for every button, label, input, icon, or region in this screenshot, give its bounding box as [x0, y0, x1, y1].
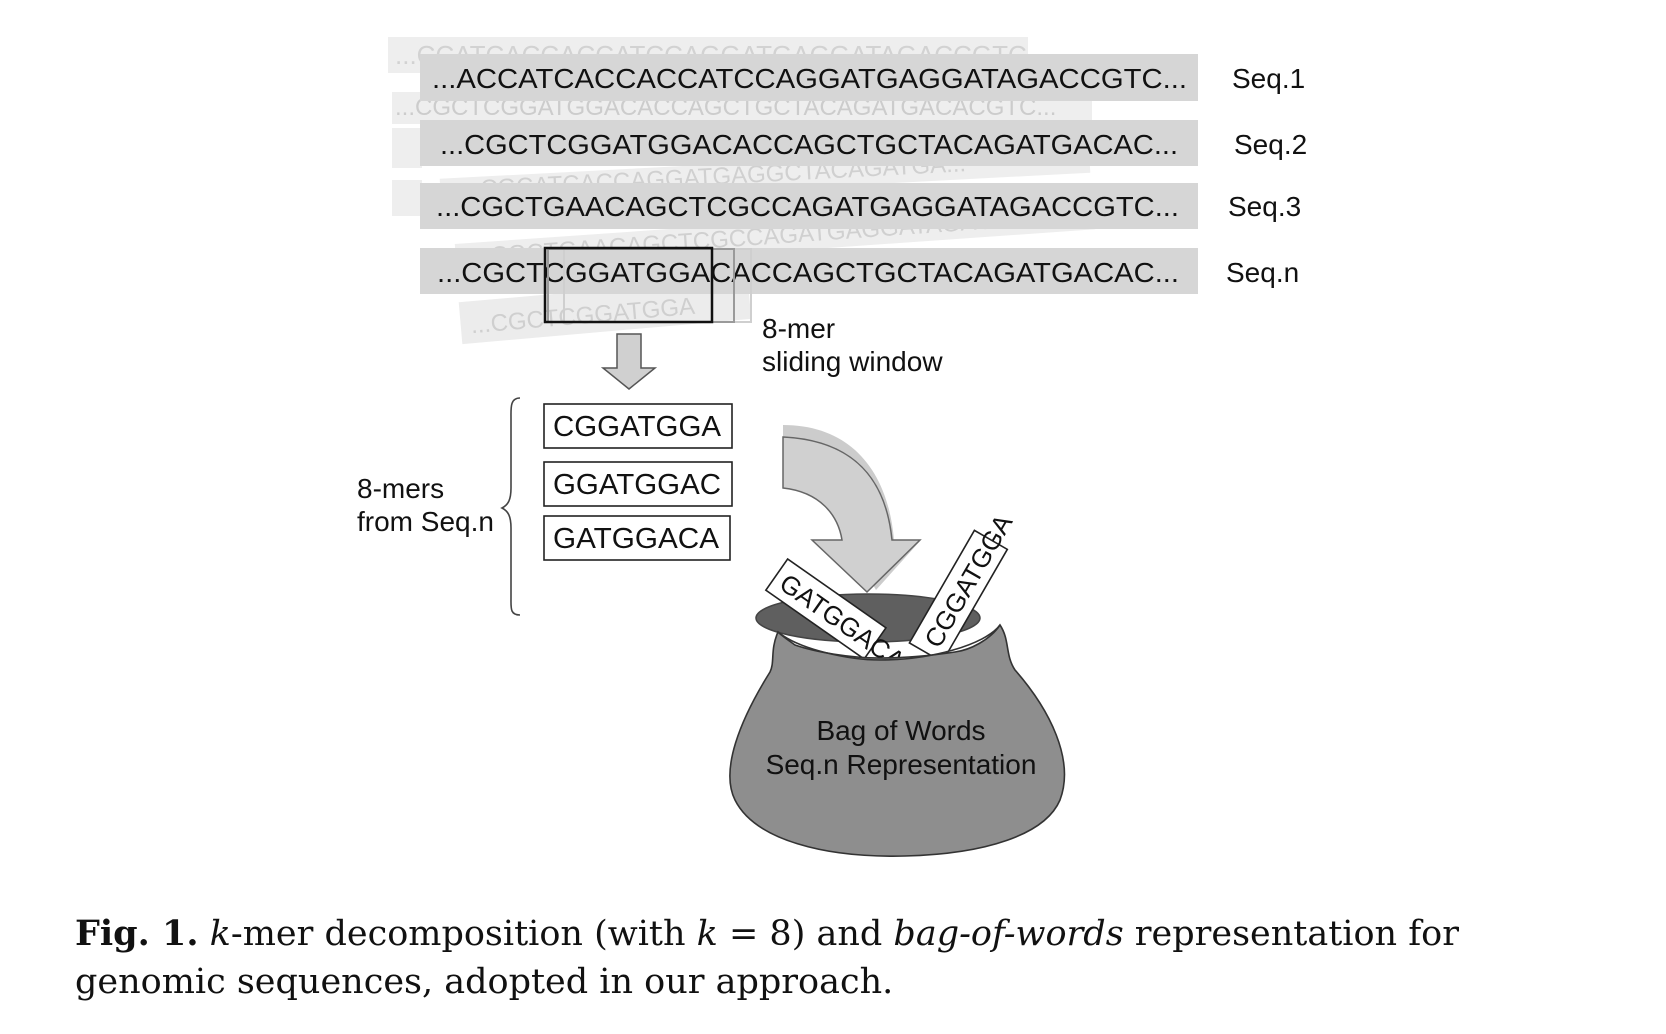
sequence-row-2: ...CGCTCGGATGGACACCAGCTGCTACAGATGACAC...… — [420, 120, 1307, 166]
caption-label: Fig. 1. — [75, 913, 199, 954]
sequence-label: Seq.3 — [1228, 191, 1301, 222]
curved-arrow-shape — [782, 436, 922, 594]
kmer-box: CGGATGGA — [543, 403, 733, 449]
kmer-text: GGATGGAC — [553, 469, 721, 501]
bag-label-line1: Bag of Words — [816, 715, 985, 746]
sequence-rows: ...ACCATCACCACCATCCAGGATGAGGATAGACCGTC..… — [420, 54, 1307, 294]
sequence-bar — [420, 183, 1198, 229]
caption-part2: representation for genomic sequences, ad… — [75, 914, 1459, 1002]
caption-k-eq: k — [696, 914, 718, 954]
down-arrow-icon — [600, 333, 658, 390]
sequence-text: ...CGCTCGGATGGACACCAGCTGCTACAGATGACAC... — [440, 129, 1178, 160]
figure-caption: Fig. 1. k-mer decomposition (with k = 8)… — [75, 910, 1605, 1006]
bag-label-line2: Seq.n Representation — [766, 749, 1037, 780]
sequence-text: ...ACCATCACCACCATCCAGGATGAGGATAGACCGTC..… — [432, 63, 1187, 94]
kmer-list: CGGATGGA GGATGGAC GATGGACA — [543, 403, 733, 561]
sequence-bar — [420, 54, 1198, 101]
brace-icon — [500, 397, 521, 616]
sequence-label: Seq.n — [1226, 257, 1299, 288]
bag-rim — [777, 624, 1001, 661]
kmers-label-line1: 8-mers — [357, 473, 444, 504]
sequence-label: Seq.2 — [1234, 129, 1307, 160]
sliding-window — [543, 246, 752, 324]
sequence-row-1: ...ACCATCACCACCATCCAGGATGAGGATAGACCGTC..… — [420, 54, 1305, 101]
kmer-box: GATGGACA — [543, 515, 731, 561]
window-frame — [543, 246, 714, 324]
caption-part1: -mer decomposition (with — [230, 914, 697, 954]
sequence-text: ...CGCTCGGATGGACACCAGCTGCTACAGATGACAC... — [437, 257, 1179, 288]
window-label-line2: sliding window — [762, 346, 943, 377]
sequence-bar — [420, 248, 1198, 294]
kmer-text: GATGGACA — [553, 523, 720, 555]
window-label-line1: 8-mer — [762, 313, 835, 344]
sequence-text: ...CGCTGAACAGCTCGCCAGATGAGGATAGACCGTC... — [436, 191, 1179, 222]
caption-eq-value: = 8) and — [717, 914, 894, 954]
kmer-text: CGGATGGA — [553, 411, 722, 443]
bag-body — [729, 623, 1066, 857]
sequence-row-n: ...CGCTCGGATGGACACCAGCTGCTACAGATGACAC...… — [420, 248, 1299, 294]
kmer-box: GGATGGAC — [543, 461, 733, 507]
caption-k: k — [209, 914, 231, 954]
caption-bag-phrase: bag-of-words — [893, 914, 1124, 954]
kmers-label-line2: from Seq.n — [357, 506, 494, 537]
sequence-row-3: ...CGCTGAACAGCTCGCCAGATGAGGATAGACCGTC...… — [420, 183, 1301, 229]
sequence-bar — [420, 120, 1198, 166]
sequence-label: Seq.1 — [1232, 63, 1305, 94]
